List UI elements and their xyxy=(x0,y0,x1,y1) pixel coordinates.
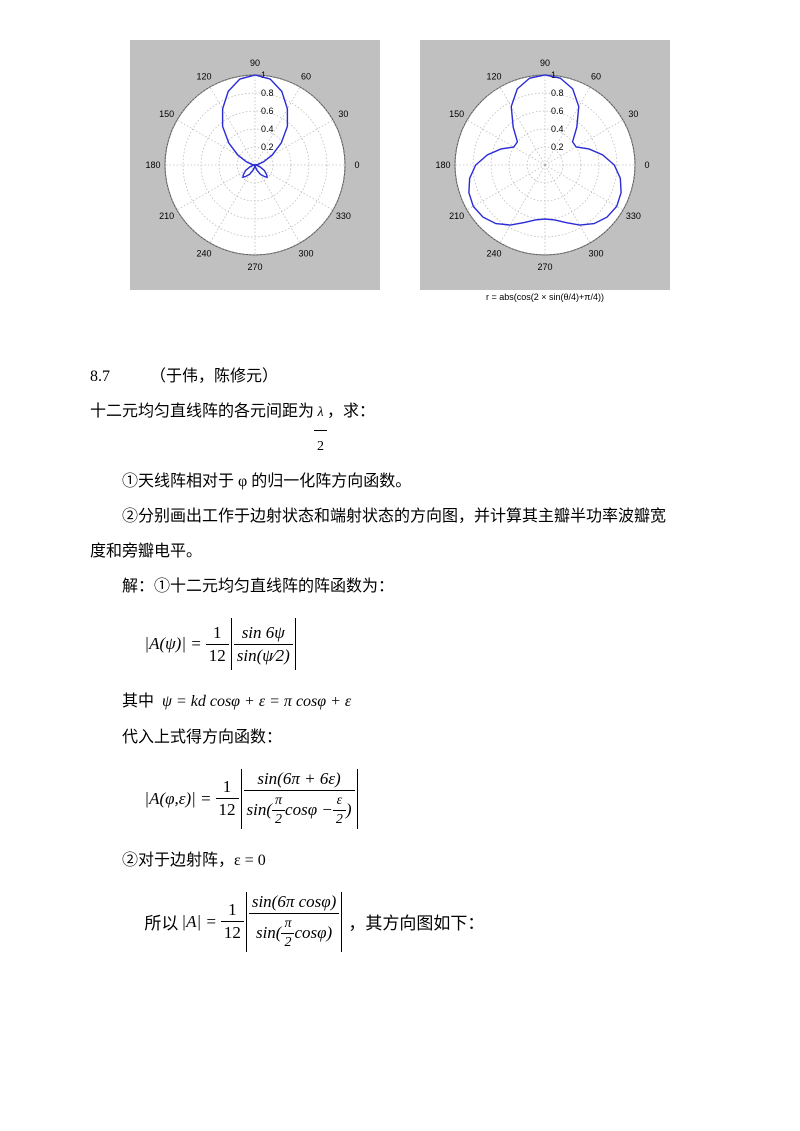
svg-text:0.4: 0.4 xyxy=(551,124,564,134)
svg-text:0.8: 0.8 xyxy=(551,88,564,98)
svg-text:30: 30 xyxy=(628,109,638,119)
svg-text:0.2: 0.2 xyxy=(261,142,274,152)
lambda-num: λ xyxy=(314,397,326,430)
svg-text:180: 180 xyxy=(435,160,450,170)
eq2-f1d: 12 xyxy=(216,799,239,821)
eq1-f2n: sin 6ψ xyxy=(239,622,288,644)
svg-text:0.6: 0.6 xyxy=(261,106,274,116)
equation-1: |A(ψ)| = 1 12 sin 6ψ sin(ψ⁄2) xyxy=(144,618,710,670)
equation-3: 所以 |A| = 1 12 sin(6π cosφ) sin( π xyxy=(144,892,710,952)
pi2d2: 2 xyxy=(281,934,294,952)
svg-text:0.8: 0.8 xyxy=(261,88,274,98)
line3: ②分别画出工作于边射状态和端射状态的方向图，并计算其主瓣半功率波瓣宽 xyxy=(90,499,710,534)
eq1-f1d: 12 xyxy=(206,645,229,667)
eq3-f1n: 1 xyxy=(225,899,240,921)
charts-row: 03060901201501802102402703003300.20.40.6… xyxy=(90,40,710,302)
svg-text:0: 0 xyxy=(644,160,649,170)
eq2-f2d-b: cosφ − xyxy=(285,800,333,820)
svg-text:60: 60 xyxy=(301,72,311,82)
line8b: ，其方向图如下： xyxy=(348,909,484,934)
line1a: 十二元均匀直线阵的各元间距为 xyxy=(90,403,314,420)
problem-authors: （于伟，陈修元） xyxy=(150,368,278,385)
svg-text:0.2: 0.2 xyxy=(551,142,564,152)
eq1-f1n: 1 xyxy=(210,622,225,644)
polar-chart-2-container: 0 30 60 90 120 150 180 210 240 270 300 330 0.2 0.4 0.6… xyxy=(420,40,670,302)
svg-text:30: 30 xyxy=(338,109,348,119)
problem-header: 8.7 （于伟，陈修元） xyxy=(90,362,710,386)
lambda-den: 2 xyxy=(314,431,327,464)
svg-text:120: 120 xyxy=(196,72,211,82)
svg-text:330: 330 xyxy=(626,211,641,221)
svg-text:300: 300 xyxy=(588,248,603,258)
svg-text:270: 270 xyxy=(537,262,552,272)
svg-text:0.6: 0.6 xyxy=(551,106,564,116)
pi2n: π xyxy=(272,792,285,810)
svg-text:150: 150 xyxy=(449,109,464,119)
eq3-f2d-b: cosφ) xyxy=(294,923,332,943)
line4: 解：①十二元均匀直线阵的阵函数为： xyxy=(90,569,710,604)
eq3-f2d: sin( π 2 cosφ) xyxy=(253,914,335,953)
eq3-f2n: sin(6π cosφ) xyxy=(249,891,340,913)
problem-number: 8.7 xyxy=(90,368,110,386)
svg-text:150: 150 xyxy=(159,109,174,119)
line2: ①天线阵相对于 φ 的归一化阵方向函数。 xyxy=(90,464,710,499)
eq3-lhs: |A| = xyxy=(181,912,216,932)
polar2-caption: r = abs(cos(2 × sin(θ/4)+π/4)) xyxy=(420,292,670,302)
svg-text:330: 330 xyxy=(336,211,351,221)
line5a: 其中 xyxy=(122,693,154,710)
page-root: 03060901201501802102402703003300.20.40.6… xyxy=(0,0,800,1006)
line5: 其中 ψ = kd cosφ + ε = π cosφ + ε xyxy=(90,684,710,719)
eq2-f2d: sin( π 2 cosφ − ε 2 ) xyxy=(244,791,355,830)
eq2-lhs: |A(φ,ε)| = xyxy=(144,789,211,809)
polar-chart-2: 0 30 60 90 120 150 180 210 240 270 300 330 0.2 0.4 0.6… xyxy=(420,40,670,290)
polar-chart-1: 0 30 60 90 120 150 180 210 240 270 300 330 0.2 0.4 0.6… xyxy=(130,40,380,290)
svg-text:120: 120 xyxy=(486,72,501,82)
eq3-f1d: 12 xyxy=(221,922,244,944)
svg-text:300: 300 xyxy=(298,248,313,258)
eq2-f2n: sin(6π + 6ε) xyxy=(254,768,343,790)
line8a: 所以 xyxy=(144,909,178,934)
line1b: ，求： xyxy=(327,403,375,420)
eq1-lhs: |A(ψ)| = xyxy=(144,634,201,654)
svg-text:1: 1 xyxy=(551,70,556,80)
svg-text:210: 210 xyxy=(449,211,464,221)
eq2-f2d-a: sin( xyxy=(247,800,273,820)
eps2d: 2 xyxy=(333,811,346,829)
svg-text:0.4: 0.4 xyxy=(261,124,274,134)
line7-text: ②对于边射阵，ε = 0 xyxy=(122,852,266,869)
pi2n2: π xyxy=(281,915,294,933)
eps2n: ε xyxy=(334,792,346,810)
svg-text:60: 60 xyxy=(591,72,601,82)
pi2d: 2 xyxy=(272,811,285,829)
svg-text:180: 180 xyxy=(145,160,160,170)
line6: 代入上式得方向函数： xyxy=(90,720,710,755)
svg-text:1: 1 xyxy=(261,70,266,80)
svg-text:240: 240 xyxy=(486,248,501,258)
line7: ②对于边射阵，ε = 0 xyxy=(90,843,710,878)
line3b: 度和旁瓣电平。 xyxy=(90,534,710,569)
svg-text:210: 210 xyxy=(159,211,174,221)
eq2-f1n: 1 xyxy=(220,776,235,798)
eq3-f2d-a: sin( xyxy=(256,923,282,943)
svg-text:90: 90 xyxy=(250,58,260,68)
svg-text:270: 270 xyxy=(247,262,262,272)
eq2-f2d-c: ) xyxy=(346,800,352,820)
line-spacing: 十二元均匀直线阵的各元间距为λ2，求： xyxy=(90,394,710,464)
equation-2: |A(φ,ε)| = 1 12 sin(6π + 6ε) sin( π xyxy=(144,769,710,829)
eq1-f2d: sin(ψ⁄2) xyxy=(234,645,293,667)
svg-text:0: 0 xyxy=(354,160,359,170)
polar-chart-1-container: 0 30 60 90 120 150 180 210 240 270 300 330 0.2 0.4 0.6… xyxy=(130,40,380,302)
svg-text:240: 240 xyxy=(196,248,211,258)
svg-text:90: 90 xyxy=(540,58,550,68)
line5b: ψ = kd cosφ + ε = π cosφ + ε xyxy=(162,693,351,710)
